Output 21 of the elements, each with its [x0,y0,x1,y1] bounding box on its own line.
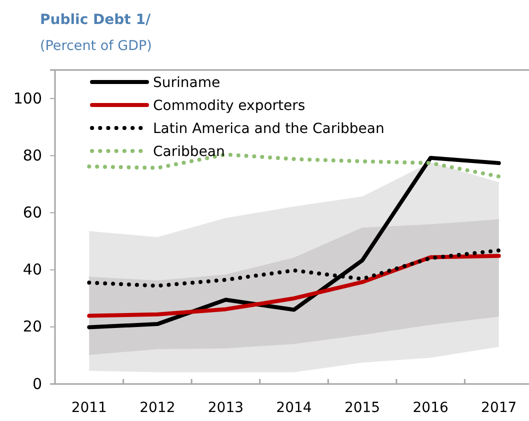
x-tick-label: 2015 [344,400,380,416]
x-tick-label: 2013 [208,400,244,416]
y-tick-label: 40 [22,260,42,279]
chart-title: Public Debt 1/ [40,12,152,28]
x-tick-label: 2016 [412,400,448,416]
x-tick-label: 2017 [481,400,517,416]
line-series [87,254,501,318]
legend-label: Caribbean [153,144,225,160]
y-tick-label: 100 [13,89,42,108]
y-tick-label: 0 [32,374,42,393]
y-tick-label: 60 [22,204,42,222]
line-series [87,156,501,330]
legend-label: Commodity exporters [153,98,306,114]
x-tick-label: 2012 [140,400,176,416]
y-tick-label: 80 [22,146,42,164]
legend-label: Latin America and the Caribbean [153,121,384,137]
x-tick-label: 2011 [71,400,107,416]
y-tick-label: 20 [22,318,42,336]
chart-subtitle: (Percent of GDP) [40,38,152,54]
x-tick-label: 2014 [276,400,312,416]
legend-label: Suriname [153,75,220,91]
